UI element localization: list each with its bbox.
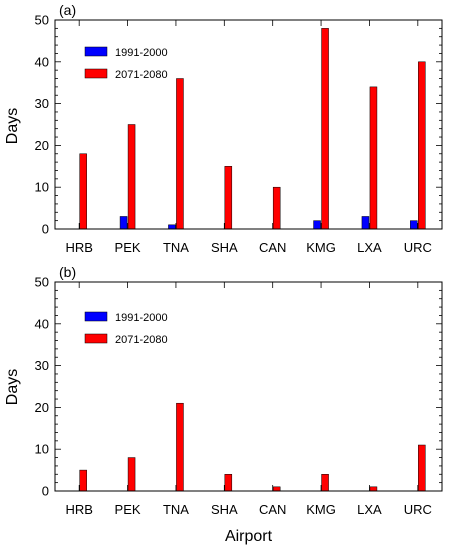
legend-swatch bbox=[84, 333, 108, 344]
y-tick-label: 50 bbox=[35, 275, 49, 290]
x-tick-label: SHA bbox=[211, 502, 238, 517]
y-axis-label: Days bbox=[4, 369, 21, 405]
panel-label: (a) bbox=[59, 2, 76, 18]
plot-frame bbox=[54, 281, 443, 492]
y-tick-label: 0 bbox=[42, 484, 49, 499]
legend-swatch bbox=[84, 46, 108, 57]
legend-label: 2071-2080 bbox=[115, 334, 168, 346]
y-tick-label: 10 bbox=[35, 442, 49, 457]
x-tick-label: KMG bbox=[306, 240, 336, 255]
bar-lxa-series2 bbox=[369, 86, 378, 230]
x-tick-label: URC bbox=[404, 502, 432, 517]
x-tick-label: SHA bbox=[211, 240, 238, 255]
x-tick-label: CAN bbox=[259, 502, 286, 517]
x-tick-label: PEK bbox=[115, 240, 141, 255]
panel-label: (b) bbox=[59, 264, 76, 280]
x-tick-label: TNA bbox=[163, 502, 189, 517]
bar-tna-series1 bbox=[168, 224, 176, 230]
x-tick-label: KMG bbox=[306, 502, 336, 517]
x-tick-label: TNA bbox=[163, 240, 189, 255]
y-tick-label: 30 bbox=[35, 96, 49, 111]
bar-pek-series1 bbox=[119, 216, 128, 230]
y-tick-label: 40 bbox=[35, 316, 49, 331]
x-tick-label: HRB bbox=[65, 240, 92, 255]
bar-pek-series2 bbox=[127, 457, 136, 492]
bar-sha-series2 bbox=[224, 166, 233, 230]
x-axis-label: Airport bbox=[225, 528, 273, 545]
bar-lxa-series2 bbox=[369, 486, 378, 492]
bar-urc-series2 bbox=[418, 61, 426, 230]
bar-tna-series2 bbox=[176, 78, 184, 230]
y-tick-label: 40 bbox=[35, 54, 49, 69]
x-tick-label: LXA bbox=[357, 502, 382, 517]
x-tick-label: PEK bbox=[115, 502, 141, 517]
bar-urc-series2 bbox=[418, 444, 426, 492]
y-axis-label: Days bbox=[4, 108, 21, 144]
y-tick-label: 30 bbox=[35, 358, 49, 373]
bar-tna-series2 bbox=[176, 402, 184, 492]
y-tick-label: 10 bbox=[35, 180, 49, 195]
x-tick-label: LXA bbox=[357, 240, 382, 255]
bar-kmg-series1 bbox=[313, 220, 321, 230]
y-tick-label: 20 bbox=[35, 138, 49, 153]
legend-swatch bbox=[84, 68, 108, 79]
legend-swatch bbox=[84, 311, 108, 322]
bar-kmg-series2 bbox=[321, 28, 329, 230]
bar-can-series2 bbox=[272, 186, 281, 230]
y-tick-label: 0 bbox=[42, 222, 49, 237]
bar-kmg-series2 bbox=[321, 474, 329, 492]
bar-pek-series2 bbox=[127, 124, 136, 230]
bar-lxa-series1 bbox=[361, 216, 370, 230]
bar-hrb-series2 bbox=[79, 469, 87, 492]
y-tick-label: 20 bbox=[35, 400, 49, 415]
bar-urc-series1 bbox=[410, 220, 418, 230]
bar-hrb-series2 bbox=[79, 153, 87, 230]
legend-label: 2071-2080 bbox=[115, 69, 168, 81]
legend-label: 1991-2000 bbox=[115, 312, 168, 324]
y-tick-label: 50 bbox=[35, 13, 49, 28]
legend-label: 1991-2000 bbox=[115, 47, 168, 59]
bar-sha-series2 bbox=[224, 474, 233, 492]
x-tick-label: CAN bbox=[259, 240, 286, 255]
x-tick-label: URC bbox=[404, 240, 432, 255]
plot-frame bbox=[54, 19, 443, 230]
x-tick-label: HRB bbox=[65, 502, 92, 517]
bar-can-series2 bbox=[272, 486, 281, 492]
